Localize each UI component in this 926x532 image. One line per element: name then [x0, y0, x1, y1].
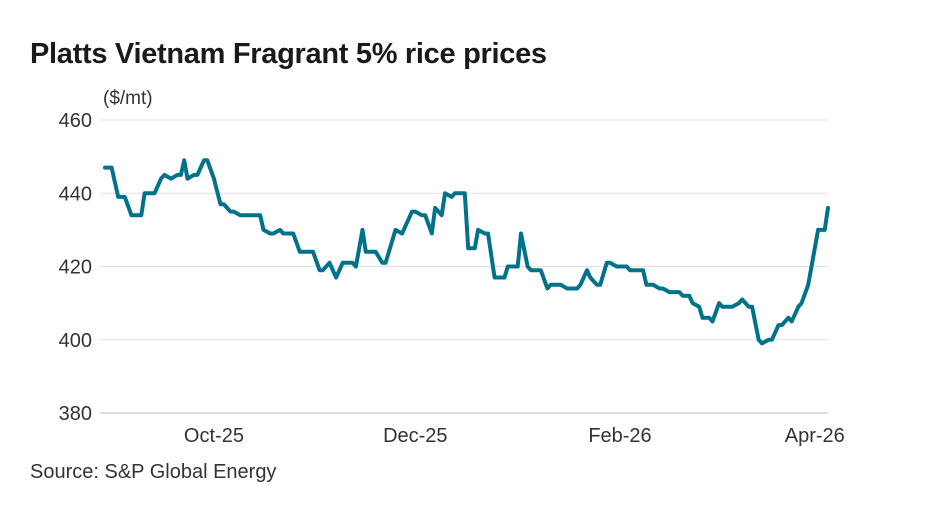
x-tick-label: Feb-26: [588, 425, 651, 447]
x-tick-label: Apr-26: [785, 425, 845, 447]
y-tick-label: 420: [59, 257, 92, 279]
price-line: [103, 158, 830, 346]
y-axis-unit-label: ($/mt): [103, 88, 153, 109]
x-tick-label: Dec-25: [383, 425, 447, 447]
x-tick-label: Oct-25: [184, 425, 244, 447]
y-tick-label: 460: [59, 110, 92, 132]
y-tick-label: 400: [59, 330, 92, 352]
y-tick-label: 380: [59, 403, 92, 425]
source-note: Source: S&P Global Energy: [30, 461, 277, 483]
chart-title: Platts Vietnam Fragrant 5% rice prices: [30, 38, 547, 70]
y-tick-label: 440: [59, 183, 92, 205]
